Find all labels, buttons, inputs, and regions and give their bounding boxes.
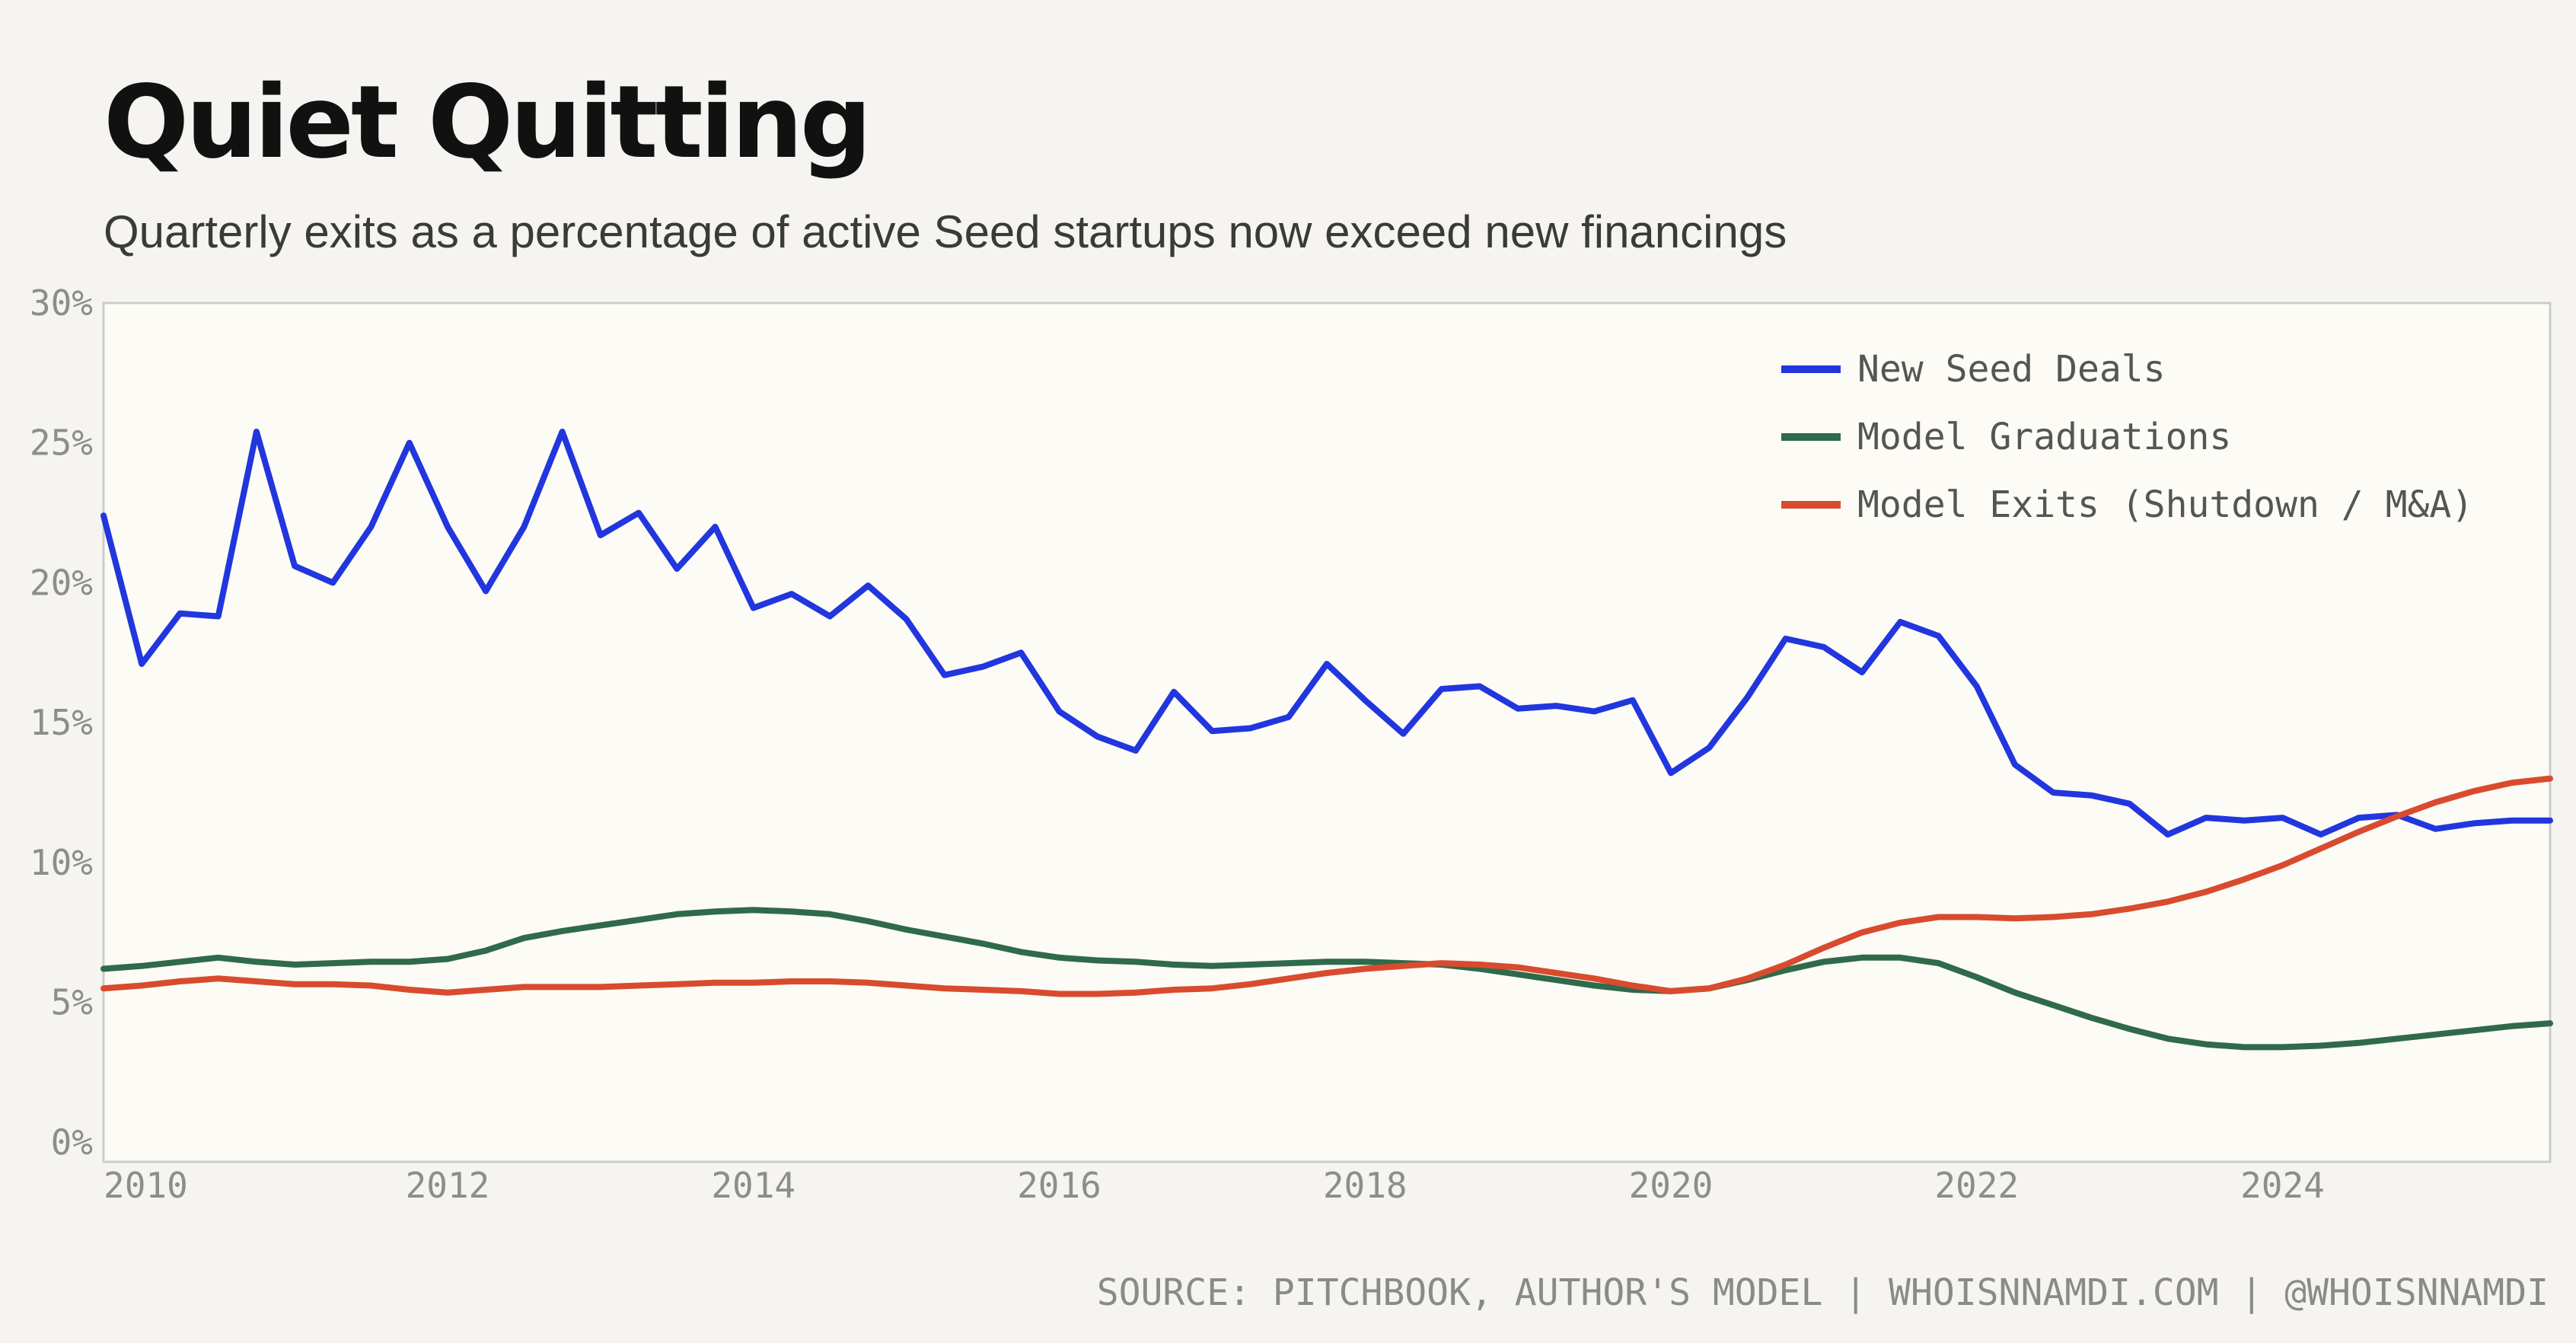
- y-axis-ticks: 0% 5% 10% 15% 20% 25% 30%: [30, 282, 93, 1163]
- legend-label: New Seed Deals: [1857, 348, 2166, 391]
- x-tick-label: 2016: [1017, 1165, 1101, 1206]
- legend: New Seed Deals Model Graduations Model Exi…: [1781, 348, 2473, 526]
- x-tick-label: 2014: [711, 1165, 795, 1206]
- x-tick-label: 2022: [1934, 1165, 2019, 1206]
- y-tick-label: 25%: [30, 423, 93, 464]
- legend-label: Model Graduations: [1857, 416, 2231, 458]
- x-tick-label: 2018: [1323, 1165, 1408, 1206]
- x-tick-label: 2024: [2240, 1165, 2325, 1206]
- y-tick-label: 0%: [51, 1121, 93, 1163]
- page-title: Quiet Quitting: [104, 64, 872, 181]
- series-line-1: [100, 429, 2553, 838]
- page-subtitle: Quarterly exits as a percentage of activ…: [104, 206, 1787, 257]
- x-tick-label: 2020: [1629, 1165, 1714, 1206]
- series-line-3: [100, 775, 2553, 997]
- legend-label: Model Exits (Shutdown / M&A): [1857, 483, 2473, 526]
- y-tick-label: 5%: [51, 982, 93, 1023]
- series-lines: [100, 429, 2553, 1051]
- x-tick-label: 2012: [406, 1165, 490, 1206]
- y-tick-label: 20%: [30, 562, 93, 603]
- x-axis-ticks: 2010 2012 2014 2016 2018 2020 2022 2024: [104, 1165, 2325, 1206]
- plot-area: [102, 301, 2552, 1163]
- y-tick-label: 30%: [30, 282, 93, 324]
- series-line-2: [100, 907, 2553, 1051]
- y-tick-label: 10%: [30, 842, 93, 883]
- source-note: SOURCE: PITCHBOOK, AUTHOR'S MODEL | WHOI…: [1096, 1271, 2549, 1314]
- x-tick-label: 2010: [104, 1165, 188, 1206]
- y-tick-label: 15%: [30, 702, 93, 743]
